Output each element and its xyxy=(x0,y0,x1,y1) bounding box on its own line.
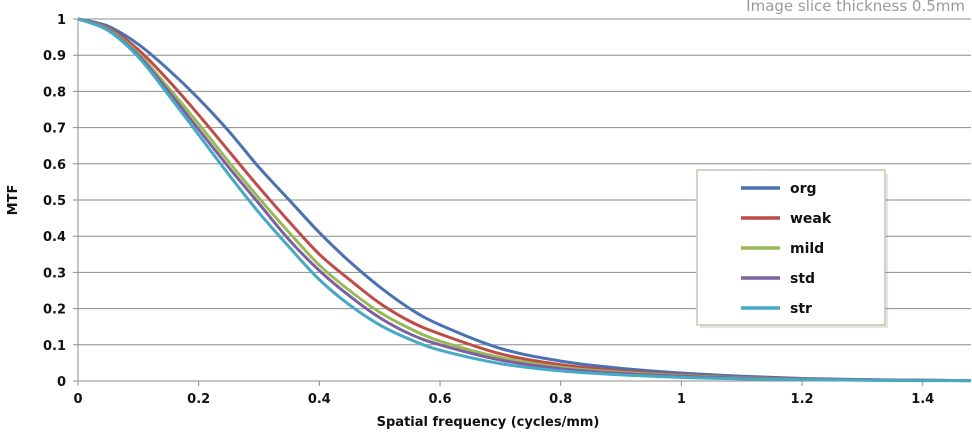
y-tick-label: 0.8 xyxy=(43,85,66,100)
x-tick-label: 0.4 xyxy=(308,392,331,407)
y-tick-label: 0.4 xyxy=(43,230,66,245)
x-tick-label: 0.2 xyxy=(187,392,210,407)
x-axis-title: Spatial frequency (cycles/mm) xyxy=(377,415,600,430)
y-tick-label: 1 xyxy=(57,13,66,28)
x-tick-label: 0.8 xyxy=(549,392,572,407)
x-tick-label: 1 xyxy=(677,392,686,407)
x-tick-label: 0.6 xyxy=(429,392,452,407)
x-tick-label: 1.2 xyxy=(791,392,814,407)
y-tick-label: 0.5 xyxy=(43,194,66,209)
y-tick-label: 0.6 xyxy=(43,158,66,173)
y-axis-title: MTF xyxy=(6,185,21,216)
slice-thickness-note: Image slice thickness 0.5mm xyxy=(746,0,965,15)
series-line-str xyxy=(77,17,972,383)
y-tick-label: 0.3 xyxy=(43,266,66,281)
legend-label-str: str xyxy=(790,301,812,317)
series-lines xyxy=(77,17,972,383)
legend-label-mild: mild xyxy=(790,241,824,257)
y-tick-label: 0.2 xyxy=(43,303,66,318)
legend-items: org weak mild std str xyxy=(741,181,832,317)
legend-label-org: org xyxy=(790,181,817,197)
legend-box xyxy=(696,169,886,326)
y-tick-label: 0.9 xyxy=(43,49,66,64)
x-tick-label: 0 xyxy=(73,392,82,407)
y-tick-label: 0 xyxy=(57,375,66,390)
y-tick-label: 0.1 xyxy=(43,339,66,354)
legend-label-std: std xyxy=(790,271,815,287)
y-tick-label: 0.7 xyxy=(43,122,66,137)
x-tick-label: 1.4 xyxy=(911,392,934,407)
legend-label-weak: weak xyxy=(790,211,832,227)
legend: org weak mild std str xyxy=(696,169,888,328)
x-axis: 0 0.2 0.4 0.6 0.8 1 1.2 1.4 xyxy=(73,380,971,407)
y-axis: 0 0.1 0.2 0.3 0.4 0.5 0.6 0.7 0.8 0.9 1 xyxy=(43,13,79,390)
